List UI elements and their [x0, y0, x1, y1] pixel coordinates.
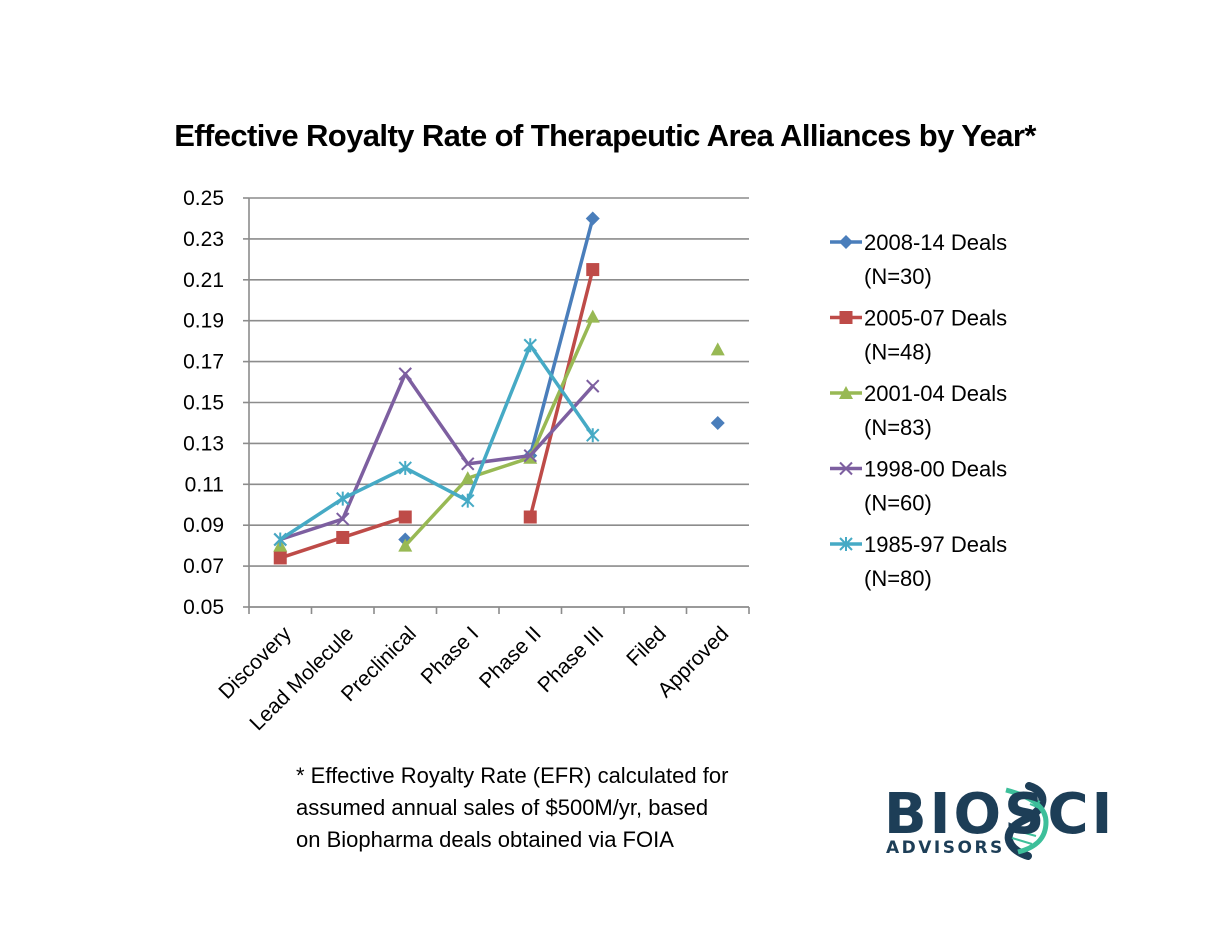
series-2005-07-deals: [273, 263, 600, 565]
marker-square: [336, 530, 350, 544]
marker-square: [523, 510, 537, 524]
y-tick-label: 0.17: [183, 351, 224, 374]
marker-square: [398, 510, 412, 524]
series-line-segment: [403, 476, 470, 548]
series-line-segment: [466, 343, 532, 503]
chart-title: Effective Royalty Rate of Therapeutic Ar…: [174, 118, 1036, 153]
series-line-segment: [528, 343, 595, 437]
x-tick-label: Filed: [622, 622, 670, 670]
y-axis-ticks: 0.25 0.23 0.21 0.19 0.17 0.15 0.13 0.11 0.09 0.07…: [183, 187, 249, 619]
series-line-segment: [341, 466, 407, 501]
legend-n-label: (N=30): [864, 264, 932, 289]
marker-star: [336, 491, 350, 506]
y-tick-label: 0.15: [183, 392, 224, 415]
x-tick-label: Phase III: [533, 622, 608, 697]
footnote: * Effective Royalty Rate (EFR) calculate…: [296, 760, 728, 856]
legend-item: 2005-07 Deals (N=48): [830, 306, 1007, 365]
marker-triangle: [585, 309, 600, 323]
biosci-advisors-logo: BIOSCI ADVISORS: [884, 782, 1134, 862]
y-tick-label: 0.05: [183, 596, 224, 619]
marker-triangle: [398, 538, 413, 552]
legend-n-label: (N=83): [864, 415, 932, 440]
legend-label: 2001-04 Deals: [864, 381, 1007, 406]
legend-label: 1998-00 Deals: [864, 457, 1007, 482]
y-tick-label: 0.11: [185, 473, 224, 496]
marker-x: [523, 448, 537, 463]
legend-item: 1985-97 Deals (N=80): [830, 532, 1007, 591]
marker-square: [273, 551, 287, 565]
marker-star: [398, 460, 412, 475]
marker-square: [839, 311, 853, 324]
marker-x: [839, 461, 853, 476]
footnote-line: * Effective Royalty Rate (EFR) calculate…: [296, 763, 729, 788]
series-line-segment: [403, 372, 470, 466]
legend-item: 1998-00 Deals (N=60): [830, 457, 1007, 516]
series-2001-04-deals: [273, 309, 725, 552]
x-tick-label: Phase I: [417, 622, 484, 689]
series-line-segment: [341, 515, 407, 540]
legend-n-label: (N=60): [864, 491, 932, 516]
marker-triangle: [839, 386, 853, 399]
marker-diamond: [710, 415, 725, 430]
series-1998-00-deals: [273, 367, 600, 547]
marker-star: [523, 338, 537, 353]
legend-label: 1985-97 Deals: [864, 532, 1007, 557]
marker-diamond: [585, 211, 600, 226]
legend-item: 2001-04 Deals (N=83): [830, 381, 1007, 440]
series-line-segment: [403, 466, 470, 503]
legend-n-label: (N=80): [864, 566, 932, 591]
marker-star: [273, 532, 287, 547]
series-lines: [273, 211, 725, 565]
legend-item: 2008-14 Deals (N=30): [830, 230, 1007, 289]
series-line-segment: [278, 496, 345, 542]
gridlines: [249, 197, 749, 608]
marker-diamond: [839, 235, 853, 249]
footnote-line: assumed annual sales of $500M/yr, based: [296, 795, 709, 820]
marker-x: [586, 379, 600, 393]
logo-subtext: ADVISORS: [886, 838, 1005, 858]
series-line-segment: [466, 453, 532, 466]
series-2008-14-deals: [398, 211, 725, 547]
footnote-line: on Biopharma deals obtained via FOIA: [296, 827, 674, 852]
marker-triangle: [710, 342, 725, 356]
marker-star: [586, 428, 600, 443]
series-1985-97-deals: [273, 338, 600, 547]
marker-star: [839, 537, 853, 551]
marker-x: [336, 512, 350, 526]
logo-text: BIOSCI: [884, 782, 1116, 847]
marker-x: [461, 457, 475, 471]
y-tick-label: 0.23: [183, 228, 224, 251]
marker-square: [586, 263, 600, 277]
y-tick-label: 0.21: [183, 269, 224, 292]
series-line-segment: [528, 384, 595, 458]
marker-star: [461, 493, 475, 508]
y-tick-label: 0.13: [183, 432, 224, 455]
marker-triangle: [460, 471, 475, 485]
y-tick-label: 0.07: [183, 555, 224, 578]
legend-label: 2005-07 Deals: [864, 306, 1007, 331]
y-tick-label: 0.19: [183, 310, 224, 333]
y-tick-label: 0.25: [183, 187, 224, 210]
series-line-segment: [278, 517, 345, 542]
series-line-segment: [528, 216, 595, 458]
y-tick-label: 0.09: [183, 514, 224, 537]
marker-x: [398, 367, 412, 381]
legend-n-label: (N=48): [864, 340, 932, 365]
legend-label: 2008-14 Deals: [864, 230, 1007, 255]
legend: 2008-14 Deals(N=30)2005-07 Deals(N=48)20…: [830, 230, 1007, 591]
series-line-segment: [341, 372, 407, 521]
series-line-segment: [278, 535, 345, 560]
dna-helix-icon: [1004, 782, 1049, 860]
